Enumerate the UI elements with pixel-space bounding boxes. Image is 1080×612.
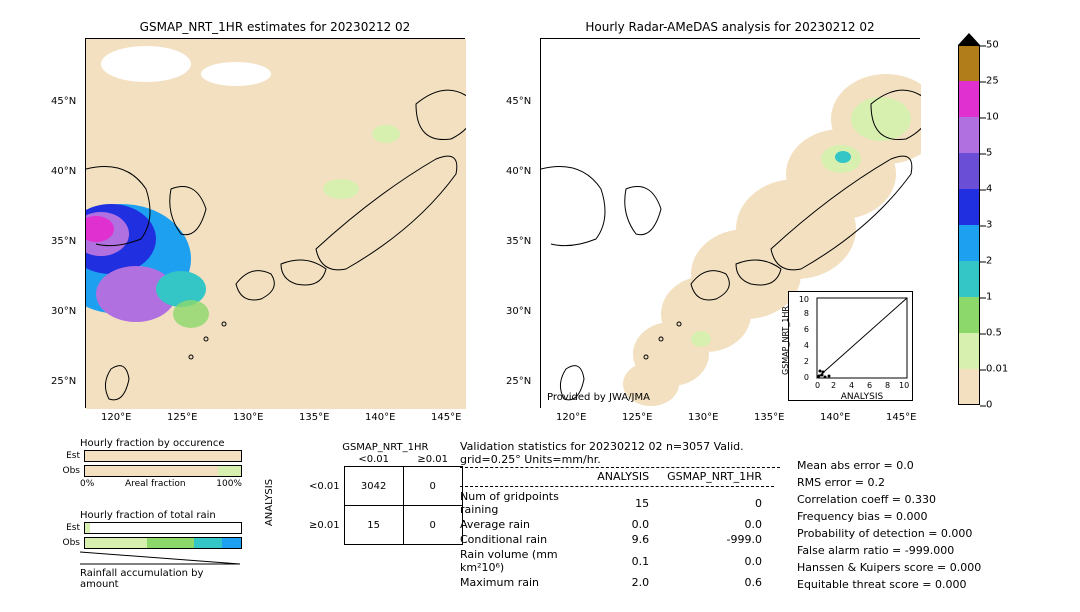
ytick: 45°N [51, 96, 76, 107]
scatter-inset: 024 6810 02 46 810 ANALYSIS GSMAP_NRT_1H… [788, 291, 913, 401]
ytick: 30°N [506, 306, 531, 317]
svg-text:4: 4 [849, 381, 854, 390]
left-map-box [85, 38, 465, 408]
inset-ylabel: GSMAP_NRT_1HR [781, 306, 790, 375]
occurrence-title: Hourly fraction by occurence [80, 438, 242, 449]
right-map-panel: Hourly Radar-AMeDAS analysis for 2023021… [540, 38, 920, 408]
xtick: 130°E [688, 412, 718, 423]
xtick: 145°E [886, 412, 916, 423]
svg-text:6: 6 [804, 325, 809, 334]
totalrain-footer: Rainfall accumulation by amount [80, 568, 242, 590]
bar-row: Obs [52, 536, 242, 550]
row-label: Est [52, 451, 84, 461]
xtick: 140°E [365, 412, 395, 423]
bar-row: Est [52, 521, 242, 535]
triangle-overlay [80, 551, 240, 565]
bar-row: Est [52, 449, 242, 463]
right-map-title: Hourly Radar-AMeDAS analysis for 2023021… [585, 20, 874, 34]
svg-text:2: 2 [831, 381, 836, 390]
provided-by: Provided by JWA/JMA [547, 392, 650, 403]
right-map-box: Provided by JWA/JMA 024 6810 02 46 81 [540, 38, 920, 408]
bar-axis: 0% Areal fraction 100% [80, 479, 242, 489]
xtick: 120°E [101, 412, 131, 423]
row-label: Obs [52, 538, 84, 548]
contingency-table: <0.01 ≥0.01 <0.01 3042 0 ≥0.01 15 0 [308, 453, 463, 545]
row-label: Est [52, 523, 84, 533]
totalrain-title: Hourly fraction of total rain [80, 510, 242, 521]
svg-text:4: 4 [804, 341, 809, 350]
bar-row: Obs [52, 464, 242, 478]
totalrain-panel: Hourly fraction of total rain Est Obs Ra… [52, 510, 242, 590]
xtick: 120°E [556, 412, 586, 423]
left-map-title: GSMAP_NRT_1HR estimates for 20230212 02 [140, 20, 411, 34]
validation-panel: Validation statistics for 20230212 02 n=… [460, 440, 780, 590]
cont-col-title: GSMAP_NRT_1HR [308, 442, 463, 453]
xtick: 125°E [167, 412, 197, 423]
svg-text:0: 0 [804, 373, 809, 382]
bar-track [84, 522, 242, 534]
metrics-panel: Mean abs error = 0.0 RMS error = 0.2 Cor… [795, 456, 983, 594]
occurrence-panel: Hourly fraction by occurence Est Obs 0% … [52, 438, 242, 489]
validation-table: ANALYSIS GSMAP_NRT_1HR Num of gridpoints… [460, 469, 780, 590]
xtick: 130°E [233, 412, 263, 423]
ytick: 35°N [51, 236, 76, 247]
ytick: 40°N [51, 166, 76, 177]
svg-text:6: 6 [867, 381, 872, 390]
svg-text:10: 10 [899, 381, 909, 390]
xtick: 140°E [820, 412, 850, 423]
xtick: 135°E [754, 412, 784, 423]
bar-track [84, 537, 242, 549]
colorbar: 00.010.512345102550 [958, 45, 980, 405]
xtick: 145°E [431, 412, 461, 423]
ytick: 45°N [506, 96, 531, 107]
ytick: 30°N [51, 306, 76, 317]
inset-xlabel: ANALYSIS [841, 392, 884, 402]
bar-track [84, 450, 242, 462]
ytick: 40°N [506, 166, 531, 177]
xtick: 135°E [299, 412, 329, 423]
left-map-panel: GSMAP_NRT_1HR estimates for 20230212 02 [85, 38, 465, 408]
svg-text:8: 8 [885, 381, 890, 390]
metrics-table: Mean abs error = 0.0 RMS error = 0.2 Cor… [795, 456, 983, 594]
ytick: 25°N [506, 376, 531, 387]
validation-title: Validation statistics for 20230212 02 n=… [460, 440, 780, 466]
ytick: 35°N [506, 236, 531, 247]
row-label: Obs [52, 466, 84, 476]
svg-text:8: 8 [804, 309, 809, 318]
svg-text:2: 2 [804, 357, 809, 366]
xtick: 125°E [622, 412, 652, 423]
cont-row-title: ANALYSIS [264, 479, 275, 526]
left-map-svg [86, 39, 466, 409]
bar-track [84, 465, 242, 477]
svg-text:0: 0 [815, 381, 820, 390]
contingency-panel: GSMAP_NRT_1HR <0.01 ≥0.01 <0.01 3042 0 ≥… [270, 442, 463, 545]
svg-text:10: 10 [799, 295, 809, 304]
ytick: 25°N [51, 376, 76, 387]
